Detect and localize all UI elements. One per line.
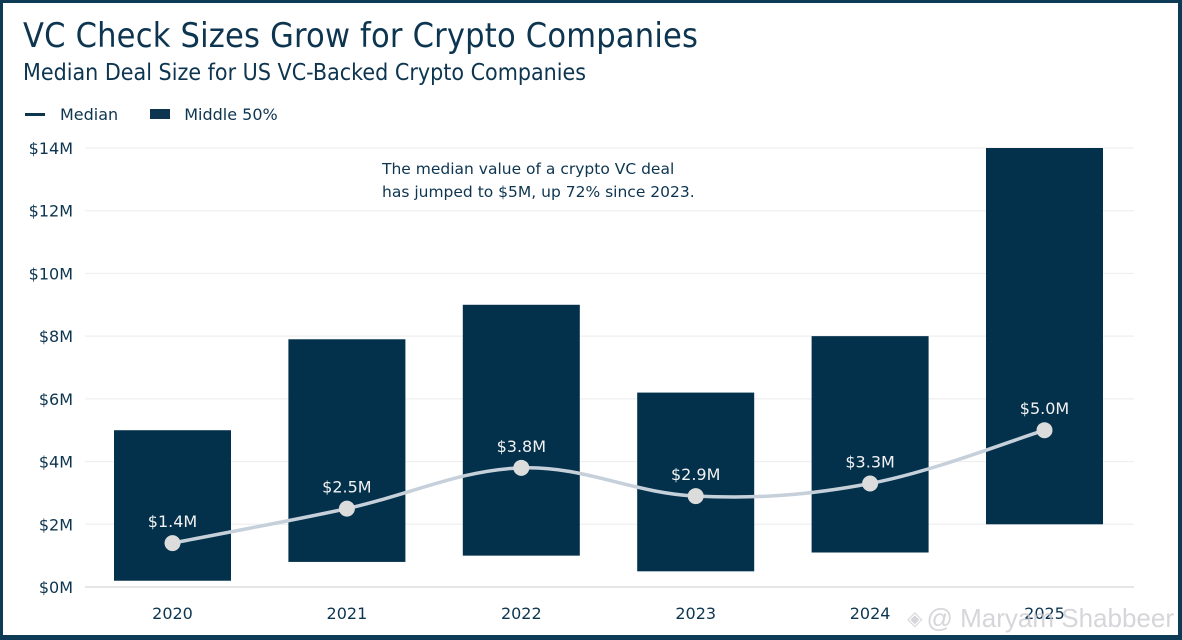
chart-title: VC Check Sizes Grow for Crypto Companies [23,16,699,56]
annotation-line-1: The median value of a crypto VC deal [381,160,674,178]
x-tick-label: 2023 [675,604,716,623]
range-bar [114,430,231,581]
x-tick-label: 2020 [152,604,193,623]
range-bar [462,304,580,556]
legend: Median Middle 50% [25,103,310,125]
x-tick-label: 2025 [1024,604,1065,623]
median-data-label: $2.5M [322,478,371,497]
y-tick-label: $6M [39,390,73,409]
y-tick-label: $12M [29,202,73,221]
median-point [164,535,181,552]
median-line [170,428,1047,545]
median-point [862,475,879,492]
legend-label-median: Median [60,104,119,124]
y-tick-label: $2M [39,515,73,534]
gridlines [85,147,1134,588]
median-data-label: $3.3M [845,453,894,472]
line-swatch-icon [25,112,45,116]
median-point [687,488,704,505]
x-tick-label: 2022 [501,604,542,623]
y-tick-label: $4M [39,453,73,472]
range-bar [288,339,406,562]
range-bar [986,148,1103,525]
chart-subtitle: Median Deal Size for US VC-Backed Crypto… [23,60,587,86]
y-tick-label: $10M [29,264,73,283]
range-bar [811,336,929,553]
legend-item-median[interactable]: Median [25,105,118,124]
range-bar [637,392,755,572]
median-point [513,459,530,476]
y-tick-label: $8M [39,327,73,346]
annotation-line-2: has jumped to $5M, up 72% since 2023. [382,183,695,201]
median-data-label: $5.0M [1020,399,1069,418]
y-tick-label: $14M [29,139,73,158]
median-point [338,500,355,517]
x-tick-label: 2024 [850,604,891,623]
y-tick-label: $0M [39,578,73,597]
median-points [164,422,1053,552]
median-data-label: $2.9M [671,465,720,484]
median-data-labels: $1.4M $2.5M $3.8M $2.9M $3.3M $5.0M [148,399,1069,531]
y-axis: $0M $2M $4M $6M $8M $10M $12M $14M [29,139,73,597]
median-data-label: $1.4M [148,512,197,531]
range-bars [114,148,1103,581]
x-axis: 2020 2021 2022 2023 2024 2025 [152,604,1065,623]
x-tick-label: 2021 [327,604,368,623]
legend-item-middle-50[interactable]: Middle 50% [150,105,278,124]
legend-label-middle-50: Middle 50% [184,104,278,124]
median-point [1036,422,1053,439]
median-data-label: $3.8M [497,437,546,456]
box-swatch-icon [150,109,171,119]
